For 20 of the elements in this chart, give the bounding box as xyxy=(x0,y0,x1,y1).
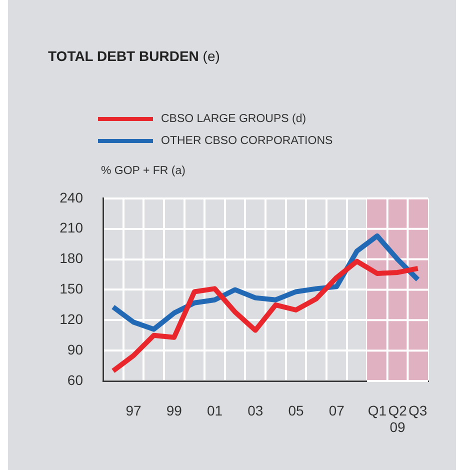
x-tick-label: 07 xyxy=(328,402,345,418)
y-tick-label: 240 xyxy=(60,189,84,206)
y-axis-title: % GOP + FR (a) xyxy=(101,165,186,177)
y-tick-label: 210 xyxy=(60,220,84,236)
x-tick-label: Q3 xyxy=(408,402,428,418)
x-tick-label: 99 xyxy=(166,402,182,418)
y-tick-label: 180 xyxy=(60,250,84,266)
x-tick-label: Q2 09 xyxy=(388,402,408,436)
y-tick-label: 90 xyxy=(67,341,84,358)
legend-label: CBSO LARGE GROUPS (d) xyxy=(161,113,306,125)
y-tick-label: 150 xyxy=(60,280,84,297)
x-tick-label: Q1 xyxy=(368,402,387,418)
x-tick-label: 03 xyxy=(248,402,264,418)
y-tick-label: 60 xyxy=(67,372,84,388)
legend-label: OTHER CBSO CORPORATIONS xyxy=(161,135,333,147)
x-tick-label: 01 xyxy=(206,402,223,418)
x-tick-label: 05 xyxy=(288,402,304,418)
chart-title: TOTAL DEBT BURDEN (e) xyxy=(48,48,220,64)
y-tick-label: 120 xyxy=(60,310,84,327)
x-tick-label: 97 xyxy=(126,402,142,418)
